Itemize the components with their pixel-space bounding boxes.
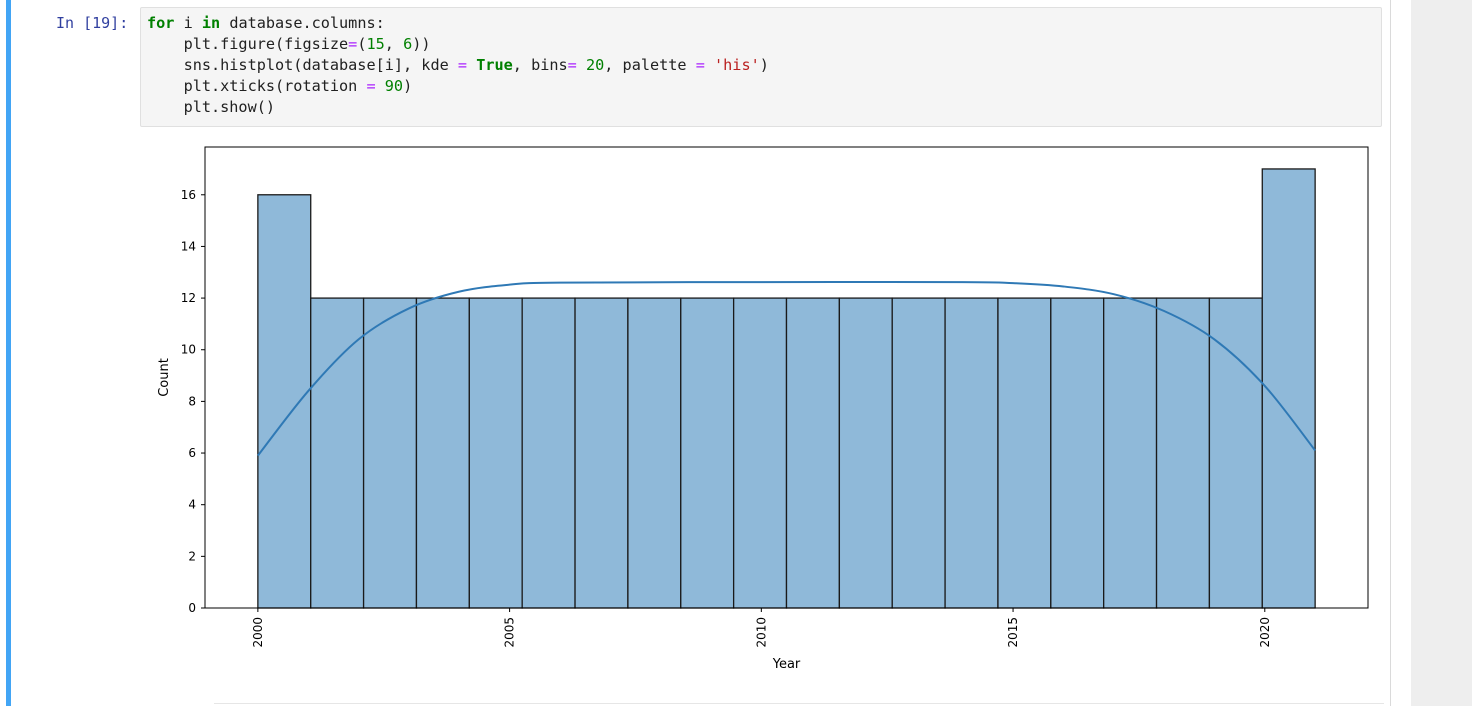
code-token: = <box>348 35 358 53</box>
x-tick-label: 2000 <box>251 617 265 648</box>
code-token: = <box>695 56 705 74</box>
y-tick-label: 6 <box>188 446 196 460</box>
code-token: 'his' <box>714 56 760 74</box>
histogram-bar <box>468 297 523 609</box>
x-tick-label: 2015 <box>1006 617 1020 648</box>
code-line: plt.show() <box>147 98 275 116</box>
code-token: = <box>366 77 376 95</box>
histogram-bar <box>891 297 946 609</box>
code-line: plt.figure(figsize=(15, 6)) <box>147 35 431 53</box>
code-token: plt.figure(figsize <box>147 35 349 53</box>
histogram-bar <box>1261 168 1316 609</box>
x-tick-label: 2005 <box>503 617 517 648</box>
histogram-bar <box>574 297 629 609</box>
y-tick-label: 8 <box>188 394 196 408</box>
y-tick-label: 14 <box>181 239 196 253</box>
y-tick-label: 12 <box>181 291 196 305</box>
code-token: ) <box>403 77 413 95</box>
y-tick-label: 0 <box>188 601 196 615</box>
code-token: , bins <box>512 56 568 74</box>
code-line: sns.histplot(database[i], kde = True, bi… <box>147 56 769 74</box>
code-token: ) <box>759 56 769 74</box>
code-token: = <box>457 56 468 74</box>
notebook-cell[interactable]: In [19]: for i in database.columns: plt.… <box>0 0 1390 706</box>
code-token <box>705 56 714 74</box>
cell-selected-indicator <box>6 0 11 706</box>
code-token: , palette <box>604 56 696 74</box>
histogram-bar <box>310 297 365 609</box>
histogram-bar <box>1050 297 1105 609</box>
code-line: plt.xticks(rotation = 90) <box>147 77 413 95</box>
cell-output: 0 2 4 6 8 10 12 14 16 2000 2005 2010 2015 2020 Year Cou… <box>140 136 1385 696</box>
y-tick-label: 4 <box>188 498 196 512</box>
right-scroll-gutter <box>1390 0 1472 706</box>
y-tick-label: 2 <box>188 549 196 563</box>
code-token: i <box>174 14 202 32</box>
code-token: 15 <box>366 35 385 53</box>
code-token: in <box>201 14 221 32</box>
output-divider <box>214 703 1384 704</box>
kde-line <box>257 280 1316 457</box>
code-editor[interactable]: for i in database.columns: plt.figure(fi… <box>140 7 1382 127</box>
code-token <box>467 56 476 74</box>
code-token: )) <box>412 35 431 53</box>
input-prompt: In [19]: <box>56 14 129 32</box>
x-tick-label: 2010 <box>754 617 768 648</box>
histogram-bar <box>838 297 893 609</box>
code-text[interactable]: for i in database.columns: plt.figure(fi… <box>147 13 769 118</box>
code-token <box>376 77 385 95</box>
code-token: , <box>384 35 404 53</box>
y-axis-label: Count <box>157 358 172 397</box>
histogram-bar <box>732 297 788 609</box>
code-token: 90 <box>384 77 404 95</box>
histogram-bar <box>257 194 312 609</box>
code-token <box>577 56 586 74</box>
histogram-bar <box>1155 297 1211 609</box>
x-axis-label: Year <box>772 657 801 672</box>
code-token: database.columns: <box>220 14 385 32</box>
code-token: sns.histplot(database[i], kde <box>147 56 458 74</box>
code-line: for i in database.columns: <box>147 14 385 32</box>
histogram-bar <box>944 297 999 609</box>
code-token: plt.show() <box>147 98 276 116</box>
histogram-bar <box>627 297 682 609</box>
histogram-figure: 0 2 4 6 8 10 12 14 16 2000 2005 2010 2015 2020 Year Cou… <box>157 146 1369 672</box>
plot-frame <box>204 146 1369 609</box>
histogram-bar <box>1208 297 1263 609</box>
histogram-bar <box>680 297 735 609</box>
histogram-bar <box>521 297 576 609</box>
code-token: True <box>476 56 513 74</box>
histogram-bar <box>997 297 1052 609</box>
histogram-bar <box>362 297 418 609</box>
code-token: 6 <box>403 35 413 53</box>
code-token: ( <box>357 35 367 53</box>
code-token: plt.xticks(rotation <box>147 77 367 95</box>
scrollbar-track[interactable] <box>1411 0 1472 706</box>
y-tick-label: 16 <box>181 188 196 202</box>
code-token: 20 <box>585 56 605 74</box>
code-token: = <box>567 56 577 74</box>
histogram-bar <box>1103 297 1158 609</box>
y-tick-label: 10 <box>181 343 196 357</box>
x-tick-label: 2020 <box>1258 617 1272 648</box>
histogram-bar <box>785 297 841 609</box>
code-token: for <box>147 14 175 32</box>
histogram-bar <box>415 297 470 609</box>
